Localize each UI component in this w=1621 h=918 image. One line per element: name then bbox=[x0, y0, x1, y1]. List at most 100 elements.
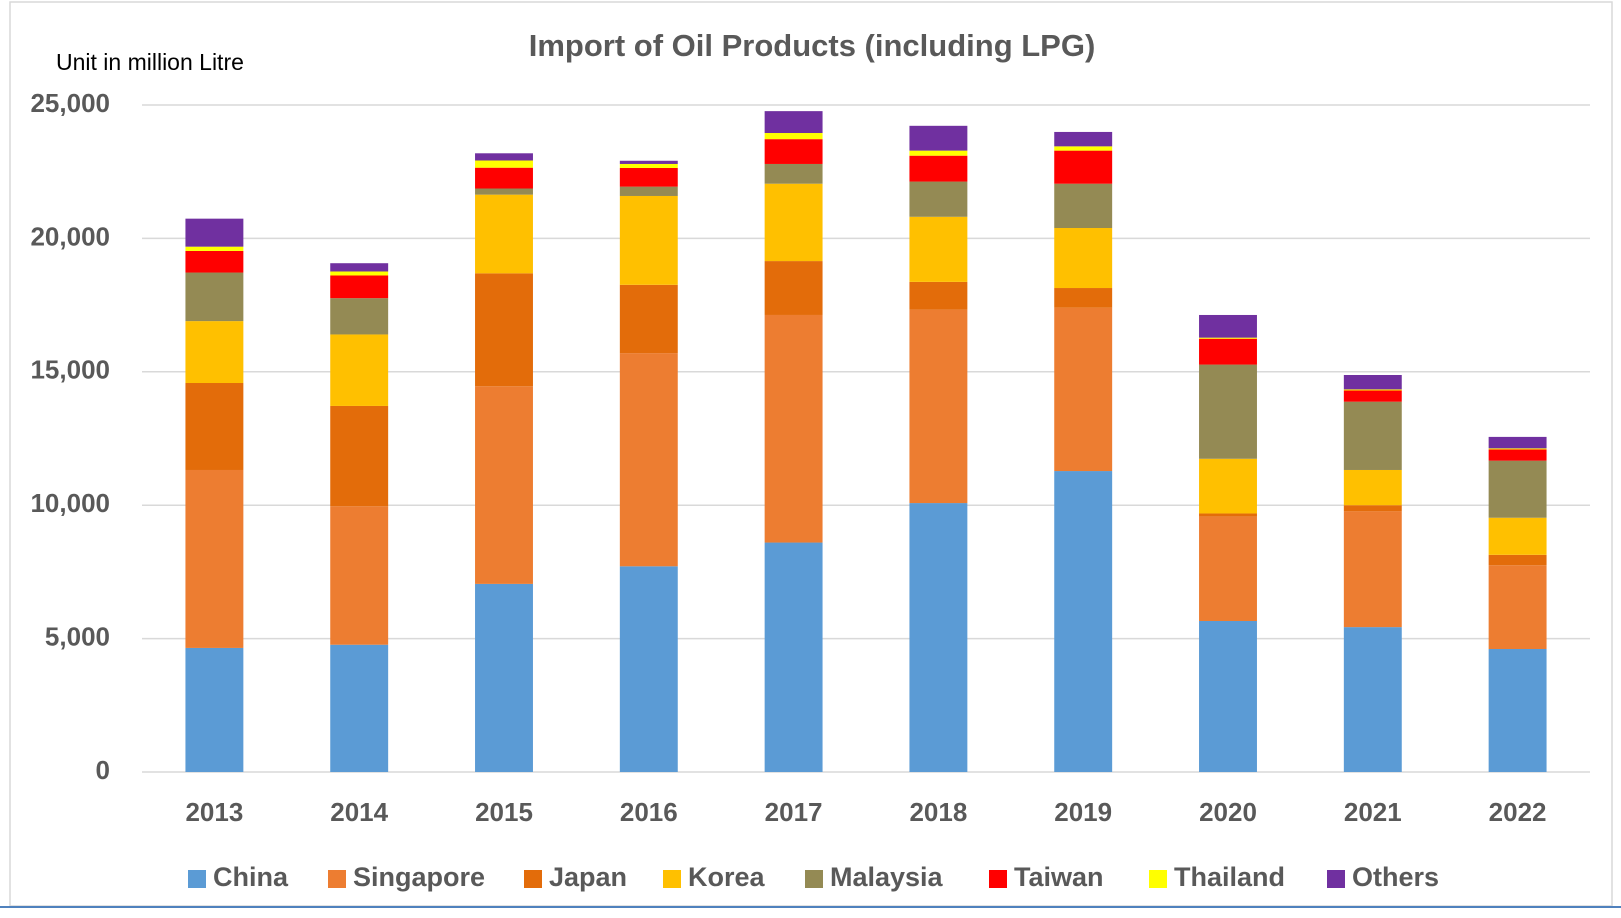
bar-segment bbox=[619, 284, 678, 354]
legend-label: Taiwan bbox=[1014, 862, 1104, 892]
bar-segment bbox=[1054, 150, 1113, 184]
legend-swatch bbox=[663, 870, 681, 888]
bar-segment bbox=[330, 298, 389, 335]
bar-segment bbox=[330, 263, 389, 272]
bar-segment bbox=[330, 405, 389, 507]
bar-segment bbox=[185, 250, 244, 273]
bar-segment bbox=[619, 353, 678, 567]
bar-segment bbox=[619, 163, 678, 168]
x-tick-label: 2013 bbox=[185, 797, 243, 827]
legend-label: China bbox=[213, 862, 289, 892]
legend-swatch bbox=[524, 870, 542, 888]
legend-label: Others bbox=[1352, 862, 1439, 892]
bar-segment bbox=[764, 111, 823, 134]
bar-segment bbox=[1488, 449, 1547, 461]
bar-segment bbox=[1343, 505, 1402, 512]
bar-segment bbox=[475, 188, 533, 195]
bar-segment bbox=[764, 163, 823, 184]
bar-segment bbox=[909, 181, 968, 217]
x-tick-label: 2019 bbox=[1054, 797, 1112, 827]
bar-segment bbox=[1199, 620, 1257, 772]
bar-segment bbox=[764, 139, 823, 164]
bar-segment bbox=[330, 506, 389, 645]
legend-label: Malaysia bbox=[830, 862, 944, 892]
bar-segment bbox=[619, 195, 678, 285]
x-tick-label: 2014 bbox=[330, 797, 388, 827]
bar-segment bbox=[1054, 131, 1113, 147]
bar-segment bbox=[1054, 227, 1113, 289]
bar-segment bbox=[909, 503, 968, 772]
bar-segment bbox=[1199, 364, 1257, 459]
bar-segment bbox=[1343, 375, 1402, 390]
x-tick-label: 2022 bbox=[1489, 797, 1547, 827]
bar-segment bbox=[1199, 513, 1257, 517]
legend-swatch bbox=[328, 870, 346, 888]
bar-segment bbox=[185, 218, 244, 247]
bar-segment bbox=[475, 386, 533, 584]
bar-segment bbox=[764, 314, 823, 543]
bar-segment bbox=[619, 186, 678, 196]
bar-segment bbox=[1054, 307, 1113, 472]
bar-segment bbox=[1199, 314, 1257, 338]
y-tick-label: 15,000 bbox=[30, 355, 110, 385]
legend-swatch bbox=[1149, 870, 1167, 888]
bar-segment bbox=[619, 160, 678, 164]
bar-segment bbox=[619, 566, 678, 772]
bar-segment bbox=[1054, 288, 1113, 308]
bar-segment bbox=[185, 321, 244, 384]
bar-segment bbox=[1488, 649, 1547, 772]
legend-swatch bbox=[188, 870, 206, 888]
legend-swatch bbox=[989, 870, 1007, 888]
legend-swatch bbox=[805, 870, 823, 888]
bar-segment bbox=[909, 309, 968, 504]
bar-segment bbox=[475, 194, 533, 274]
x-tick-label: 2020 bbox=[1199, 797, 1257, 827]
bar-segment bbox=[909, 155, 968, 182]
y-tick-label: 25,000 bbox=[30, 88, 110, 118]
bar-segment bbox=[330, 271, 389, 276]
bar-segment bbox=[1488, 554, 1547, 566]
bar-segment bbox=[1199, 458, 1257, 514]
bar-segment bbox=[764, 133, 823, 140]
bar-segment bbox=[1343, 389, 1402, 391]
bar-segment bbox=[1054, 146, 1113, 151]
bar-segment bbox=[185, 246, 244, 251]
bar-segment bbox=[764, 542, 823, 772]
legend-label: Thailand bbox=[1174, 862, 1285, 892]
bar-segment bbox=[475, 583, 533, 772]
bar-segment bbox=[1054, 183, 1113, 228]
y-tick-label: 5,000 bbox=[45, 621, 110, 651]
bar-segment bbox=[1343, 401, 1402, 470]
x-tick-label: 2016 bbox=[620, 797, 678, 827]
bar-segment bbox=[1343, 627, 1402, 772]
bar-segment bbox=[619, 167, 678, 187]
bar-segment bbox=[764, 183, 823, 262]
bar-segment bbox=[1343, 511, 1402, 628]
bar-segment bbox=[475, 160, 533, 168]
bar-segment bbox=[1488, 517, 1547, 555]
chart-title: Import of Oil Products (including LPG) bbox=[529, 28, 1096, 63]
bar-segment bbox=[1343, 469, 1402, 506]
x-tick-label: 2021 bbox=[1344, 797, 1402, 827]
bar-segment bbox=[1488, 460, 1547, 518]
y-tick-label: 10,000 bbox=[30, 488, 110, 518]
bar-segment bbox=[1199, 338, 1257, 365]
legend-label: Korea bbox=[688, 862, 766, 892]
bar-segment bbox=[1488, 448, 1547, 450]
x-tick-label: 2018 bbox=[909, 797, 967, 827]
bar-segment bbox=[185, 647, 244, 772]
legend-label: Singapore bbox=[353, 862, 485, 892]
legend-swatch bbox=[1327, 870, 1345, 888]
legend-label: Japan bbox=[549, 862, 627, 892]
bar-segment bbox=[330, 275, 389, 299]
y-tick-label: 20,000 bbox=[30, 221, 110, 251]
bar-segment bbox=[1199, 516, 1257, 621]
bar-segment bbox=[909, 281, 968, 310]
y-tick-label: 0 bbox=[96, 755, 110, 785]
bar-segment bbox=[1488, 565, 1547, 650]
bar-segment bbox=[909, 216, 968, 282]
bar-segment bbox=[330, 644, 389, 772]
x-tick-label: 2015 bbox=[475, 797, 533, 827]
unit-label: Unit in million Litre bbox=[56, 49, 244, 75]
x-tick-label: 2017 bbox=[765, 797, 823, 827]
